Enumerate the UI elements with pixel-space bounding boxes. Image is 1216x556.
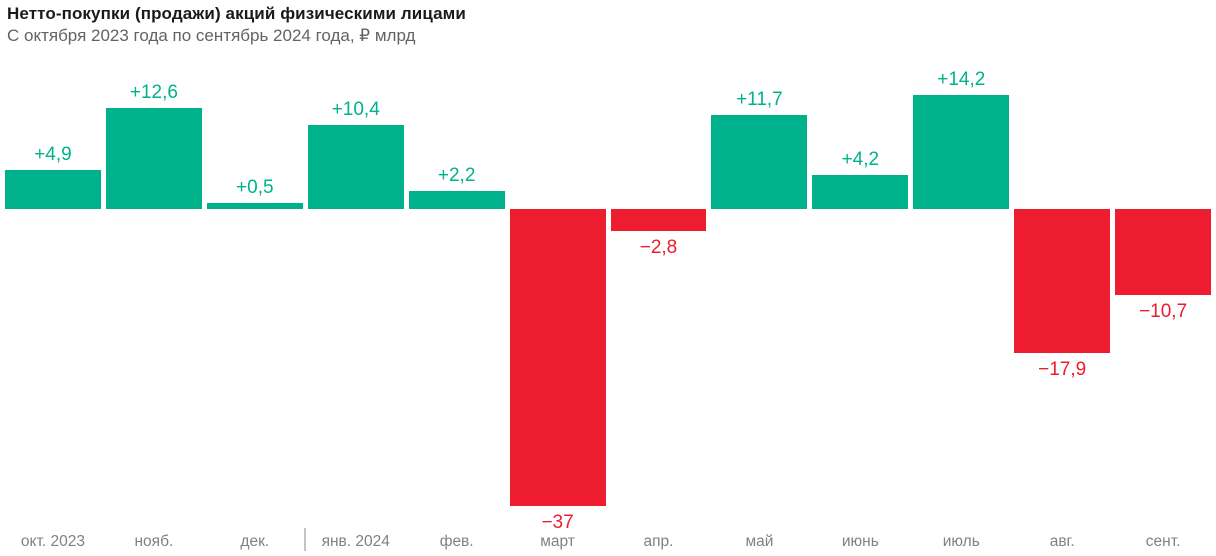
x-axis-label: дек. bbox=[240, 533, 270, 550]
bar-column: +10,4 янв. 2024 bbox=[307, 0, 404, 556]
x-axis-label: апр. bbox=[643, 533, 674, 550]
x-axis-label: фев. bbox=[439, 533, 474, 550]
x-axis-label: май bbox=[745, 533, 774, 550]
x-axis-label: окт. 2023 bbox=[20, 533, 85, 550]
bar bbox=[509, 209, 606, 506]
bar-column: +4,9 окт. 2023 bbox=[5, 0, 101, 556]
year-divider bbox=[304, 528, 306, 551]
x-axis-label: март bbox=[540, 533, 575, 550]
x-axis-label: сент. bbox=[1145, 533, 1181, 550]
bar bbox=[408, 191, 505, 209]
bar-column: +12,6 нояб. bbox=[105, 0, 202, 556]
chart-title: Нетто-покупки (продажи) акций физическим… bbox=[7, 4, 466, 23]
bar-column: +2,2 фев. bbox=[408, 0, 505, 556]
bar-value-label: +2,2 bbox=[437, 165, 476, 186]
bar-value-label: +0,5 bbox=[236, 177, 274, 198]
bar-column: +11,7 май bbox=[711, 0, 808, 556]
bar-column: +0,5 дек. bbox=[206, 0, 303, 556]
bar-column: −37 март bbox=[509, 0, 606, 556]
x-axis-label: янв. 2024 bbox=[321, 533, 390, 550]
bar bbox=[812, 175, 909, 209]
bar bbox=[711, 115, 808, 209]
bar-value-label: −17,9 bbox=[1038, 359, 1087, 380]
bar-value-label: +4,9 bbox=[34, 144, 72, 165]
bar-column: −2,8 апр. bbox=[610, 0, 707, 556]
bar-value-label: +14,2 bbox=[937, 69, 986, 90]
bar bbox=[1014, 209, 1111, 353]
x-axis-label: июль bbox=[942, 533, 980, 550]
x-axis-label: июнь bbox=[841, 533, 879, 550]
bar-value-label: −37 bbox=[541, 512, 574, 533]
bar bbox=[610, 209, 707, 231]
bar-value-label: +12,6 bbox=[129, 82, 178, 103]
bar-value-label: +10,4 bbox=[331, 99, 380, 120]
chart-header: Нетто-покупки (продажи) акций физическим… bbox=[7, 3, 466, 46]
x-axis-label: авг. bbox=[1049, 533, 1075, 550]
bar-value-label: −2,8 bbox=[639, 237, 678, 258]
bar bbox=[105, 108, 202, 209]
bar-value-label: +11,7 bbox=[736, 89, 783, 110]
bar bbox=[307, 125, 404, 209]
bar bbox=[1115, 209, 1212, 295]
bar-column: −10,7 сент. bbox=[1115, 0, 1212, 556]
bar-value-label: −10,7 bbox=[1139, 301, 1188, 322]
chart-subtitle: С октября 2023 года по сентябрь 2024 год… bbox=[7, 26, 416, 45]
bar-column: +14,2 июль bbox=[913, 0, 1010, 556]
bar bbox=[206, 203, 303, 209]
bar-column: −17,9 авг. bbox=[1014, 0, 1111, 556]
bar-column: +4,2 июнь bbox=[812, 0, 909, 556]
bar bbox=[913, 95, 1010, 209]
x-axis-label: нояб. bbox=[134, 533, 174, 550]
bar bbox=[5, 170, 101, 209]
bar-value-label: +4,2 bbox=[841, 149, 880, 170]
